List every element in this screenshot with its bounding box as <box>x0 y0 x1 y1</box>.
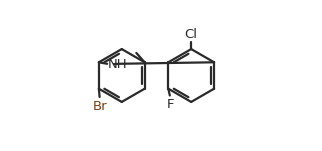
Text: Br: Br <box>92 100 107 113</box>
Text: Cl: Cl <box>185 28 198 41</box>
Text: F: F <box>167 98 174 111</box>
Text: NH: NH <box>108 58 128 71</box>
